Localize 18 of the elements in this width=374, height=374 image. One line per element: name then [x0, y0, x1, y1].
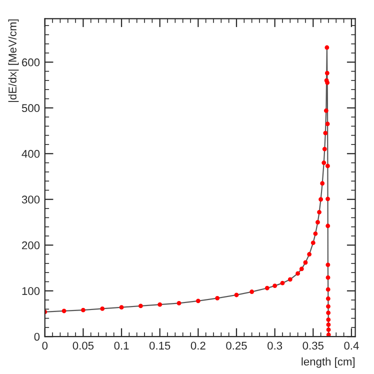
x-tick-label: 0.25	[226, 342, 247, 350]
x-tick-label: 0.4	[344, 342, 359, 350]
y-tick-label: 600	[22, 58, 40, 66]
x-tick-label: 0.3	[268, 342, 282, 350]
x-tick-label: 0.2	[190, 342, 206, 350]
y-tick-label: 200	[22, 241, 40, 250]
x-tick-label: 0.15	[149, 342, 170, 350]
x-tick-label: 0.35	[302, 342, 324, 350]
y-tick-label: 100	[22, 287, 40, 295]
y-axis-title: |dE/dx| [MeV/cm]	[8, 19, 19, 102]
x-tick-label: 0.1	[114, 342, 129, 350]
x-axis-title: length [cm]	[302, 357, 355, 368]
y-tick-label: 0	[34, 332, 40, 341]
y-tick-label: 400	[22, 150, 40, 158]
y-tick-label: 500	[22, 104, 40, 112]
x-tick-label: 0.05	[72, 342, 94, 350]
y-tick-label: 300	[22, 196, 40, 204]
x-tick-label: 0	[42, 342, 48, 350]
